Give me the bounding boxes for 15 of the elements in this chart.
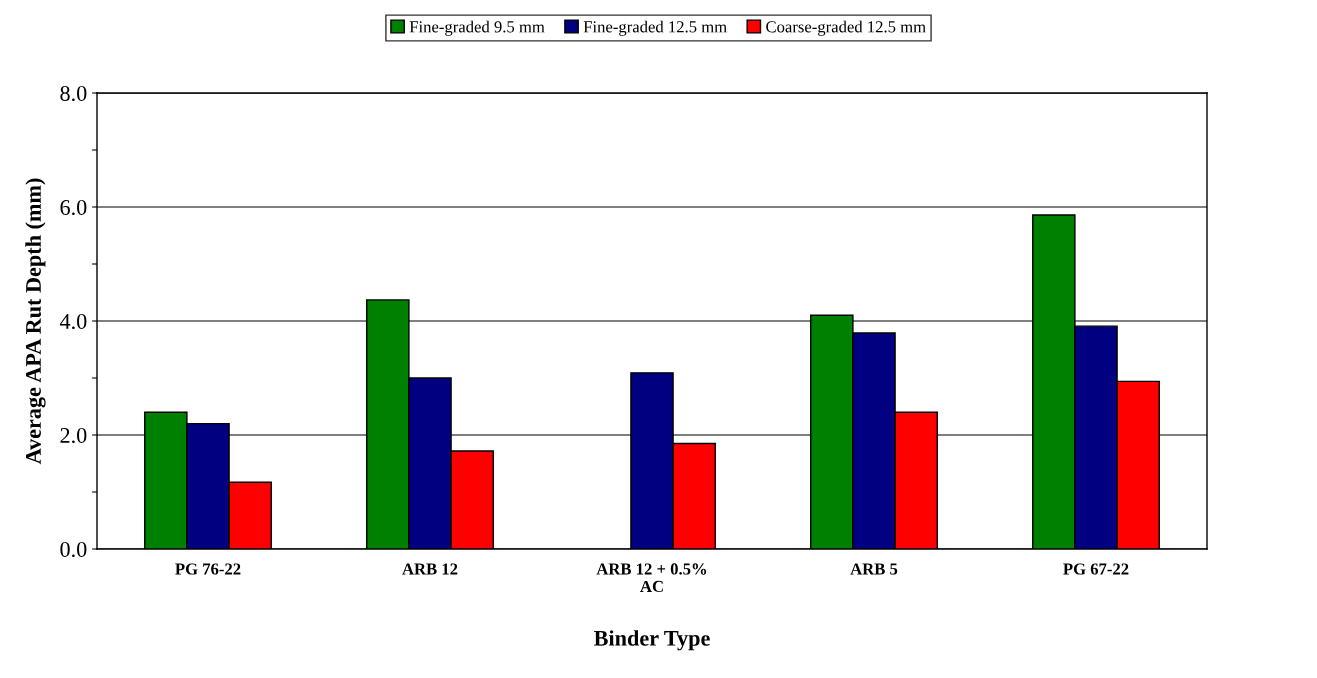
x-tick-label: PG 76-22 — [175, 563, 241, 575]
x-tick-label: ARB 5 — [850, 563, 898, 575]
x-tick-label: PG 67-22 — [1063, 563, 1129, 575]
legend-label: Coarse-graded 12.5 mm — [766, 20, 926, 36]
y-tick-label: 6.0 — [60, 199, 87, 216]
y-axis-title: Average APA Rut Depth (mm) — [25, 178, 46, 465]
y-tick-label: 8.0 — [60, 85, 87, 102]
y-tick-label: 4.0 — [59, 313, 87, 330]
legend-label: Fine-graded 12.5 mm — [583, 20, 727, 36]
x-tick-label: ARB 12 — [402, 563, 458, 575]
legend-label: Fine-graded 9.5 mm — [409, 20, 545, 36]
y-tick-label: 0.0 — [60, 541, 87, 558]
y-tick-label: 2.0 — [60, 427, 87, 444]
x-axis-title: Binder Type — [594, 630, 710, 651]
x-tick-label: ARB 12 + 0.5% AC — [596, 563, 707, 593]
